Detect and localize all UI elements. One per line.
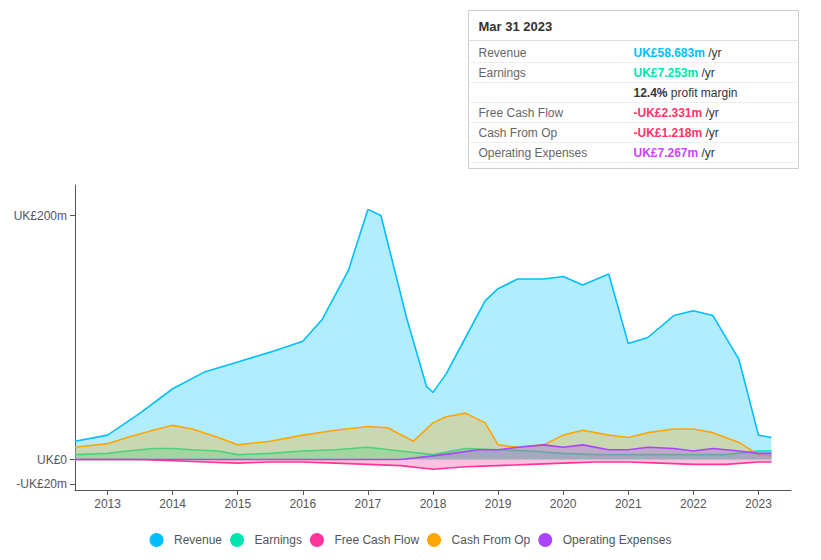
svg-text:UK£7.267m: UK£7.267m	[634, 146, 699, 160]
svg-text:2018: 2018	[420, 497, 447, 511]
svg-text:Free Cash Flow: Free Cash Flow	[479, 106, 564, 120]
svg-text:2017: 2017	[355, 497, 382, 511]
svg-text:2014: 2014	[159, 497, 186, 511]
svg-text:Cash From Op: Cash From Op	[479, 126, 558, 140]
svg-text:2015: 2015	[224, 497, 251, 511]
svg-text:2022: 2022	[680, 497, 707, 511]
svg-text:Revenue: Revenue	[174, 533, 222, 547]
svg-text:Earnings: Earnings	[479, 66, 526, 80]
svg-text:UK£7.253m: UK£7.253m	[634, 66, 699, 80]
svg-text:Operating Expenses: Operating Expenses	[563, 533, 672, 547]
svg-text:Earnings: Earnings	[255, 533, 302, 547]
svg-text:-UK£2.331m: -UK£2.331m	[634, 106, 703, 120]
svg-text:2020: 2020	[550, 497, 577, 511]
svg-text:/yr: /yr	[705, 46, 722, 60]
svg-text:UK£58.683m: UK£58.683m	[634, 46, 705, 60]
svg-text:2021: 2021	[615, 497, 642, 511]
svg-text:/yr: /yr	[702, 106, 719, 120]
svg-text:Free Cash Flow: Free Cash Flow	[334, 533, 419, 547]
svg-text:UK£200m: UK£200m	[14, 209, 67, 223]
svg-text:/yr: /yr	[698, 146, 715, 160]
svg-text:2023: 2023	[745, 497, 772, 511]
svg-text:2013: 2013	[94, 497, 121, 511]
svg-text:/yr: /yr	[698, 66, 715, 80]
svg-text:Revenue: Revenue	[479, 46, 527, 60]
svg-text:UK£0: UK£0	[37, 453, 67, 467]
svg-text:Operating Expenses: Operating Expenses	[479, 146, 588, 160]
svg-text:2019: 2019	[485, 497, 512, 511]
svg-text:-UK£20m: -UK£20m	[16, 477, 67, 491]
svg-text:Mar 31 2023: Mar 31 2023	[479, 19, 553, 34]
svg-text:/yr: /yr	[702, 126, 719, 140]
svg-text:12.4%: 12.4%	[634, 86, 668, 100]
svg-text:Cash From Op: Cash From Op	[452, 533, 531, 547]
svg-text:-UK£1.218m: -UK£1.218m	[634, 126, 703, 140]
svg-text:profit margin: profit margin	[668, 86, 738, 100]
svg-text:2016: 2016	[289, 497, 316, 511]
